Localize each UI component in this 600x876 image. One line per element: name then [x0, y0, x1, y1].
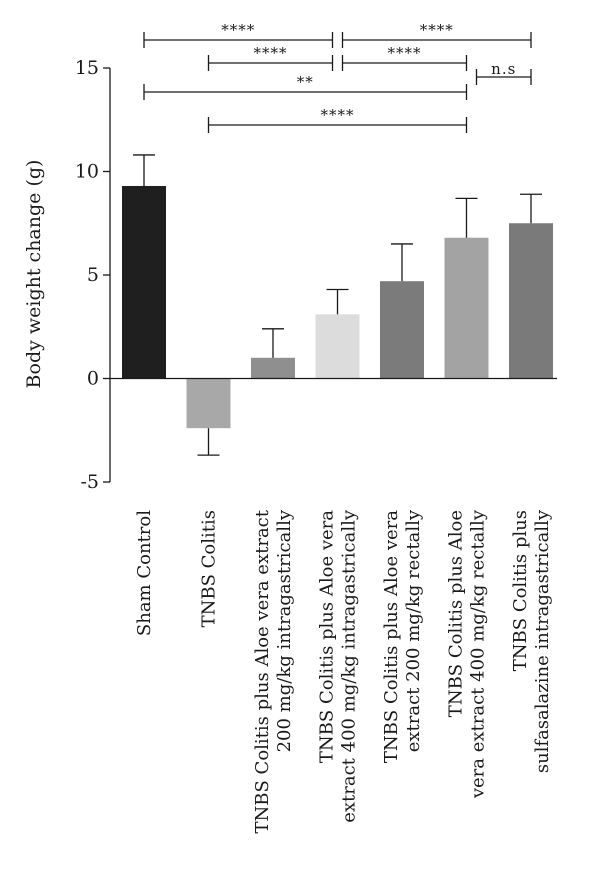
- category-label-text: TNBS Colitis plus Aloevera extract 400 m…: [446, 509, 489, 799]
- bars-group: [122, 185, 553, 429]
- y-tick-label: 5: [87, 264, 99, 286]
- significance-label: ****: [221, 21, 255, 39]
- category-label-text: TNBS Colitis plus Aloe veraextract 200 m…: [381, 509, 424, 763]
- category-label: TNBS Colitis plus Aloevera extract 400 m…: [446, 509, 489, 799]
- bar: [509, 223, 553, 379]
- bar: [315, 314, 360, 379]
- significance-label: ****: [388, 44, 422, 62]
- category-label-line: TNBS Colitis plus Aloe vera extract: [252, 509, 273, 833]
- category-label-line: Sham Control: [134, 510, 155, 636]
- category-label: TNBS Colitis plussulfasalazine intragast…: [510, 509, 553, 773]
- bar: [380, 281, 424, 379]
- category-label-line: TNBS Colitis: [199, 510, 220, 627]
- category-label-line: extract 400 mg/kg intragastrically: [339, 509, 360, 823]
- significance-label: n.s: [491, 60, 516, 78]
- significance-group: **** ******** ****n.s******: [143, 21, 532, 133]
- category-label-text: Sham Control: [134, 510, 155, 636]
- y-tick-label: 0: [87, 368, 99, 390]
- significance-bracket: ****: [341, 21, 532, 48]
- y-tick-label: 10: [75, 161, 99, 183]
- category-label-line: TNBS Colitis plus Aloe: [446, 510, 467, 717]
- category-label-text: TNBS Colitis plus Aloe vera extract200 m…: [252, 509, 295, 833]
- y-axis: -5 0 5 10 15: [75, 57, 111, 493]
- category-label: Sham Control: [134, 510, 155, 636]
- category-label-text: TNBS Colitis: [199, 510, 220, 627]
- significance-bracket: ****: [143, 21, 334, 48]
- significance-label: **: [297, 73, 314, 91]
- category-label-line: TNBS Colitis plus: [510, 510, 531, 671]
- category-label-line: sulfasalazine intragastrically: [532, 509, 553, 773]
- category-label-line: TNBS Colitis plus Aloe vera: [317, 510, 338, 763]
- significance-label: ****: [420, 21, 454, 39]
- y-tick-label: -5: [80, 471, 99, 493]
- category-label: TNBS Colitis: [199, 510, 220, 627]
- significance-bracket: ****: [341, 44, 468, 71]
- category-label-text: TNBS Colitis plus Aloe veraextract 400 m…: [317, 509, 360, 823]
- category-label-line: TNBS Colitis plus Aloe vera: [381, 510, 402, 763]
- category-label-line: 200 mg/kg intragastrically: [274, 509, 295, 752]
- y-axis-title: Body weight change (g): [23, 160, 45, 389]
- significance-label: ****: [254, 44, 288, 62]
- significance-bracket: ****: [207, 106, 468, 133]
- significance-label: ****: [321, 106, 355, 124]
- significance-bracket: n.s: [475, 60, 532, 85]
- category-label-text: TNBS Colitis plussulfasalazine intragast…: [510, 509, 553, 773]
- bar: [186, 378, 231, 429]
- significance-bracket: ****: [207, 44, 334, 71]
- category-label: TNBS Colitis plus Aloe veraextract 400 m…: [317, 509, 360, 823]
- bar: [444, 237, 489, 379]
- y-tick-label: 15: [75, 57, 99, 79]
- category-labels-group: Sham Control TNBS Colitis TNBS Colitis plu…: [134, 509, 553, 833]
- category-label-line: extract 200 mg/kg rectally: [403, 509, 424, 752]
- bar: [251, 357, 295, 379]
- error-bars-group: [133, 154, 542, 456]
- category-label: TNBS Colitis plus Aloe vera extract200 m…: [252, 509, 295, 833]
- bar: [122, 185, 166, 379]
- category-label: TNBS Colitis plus Aloe veraextract 200 m…: [381, 509, 424, 763]
- category-label-line: vera extract 400 mg/kg rectally: [468, 509, 489, 799]
- significance-bracket: **: [143, 73, 468, 100]
